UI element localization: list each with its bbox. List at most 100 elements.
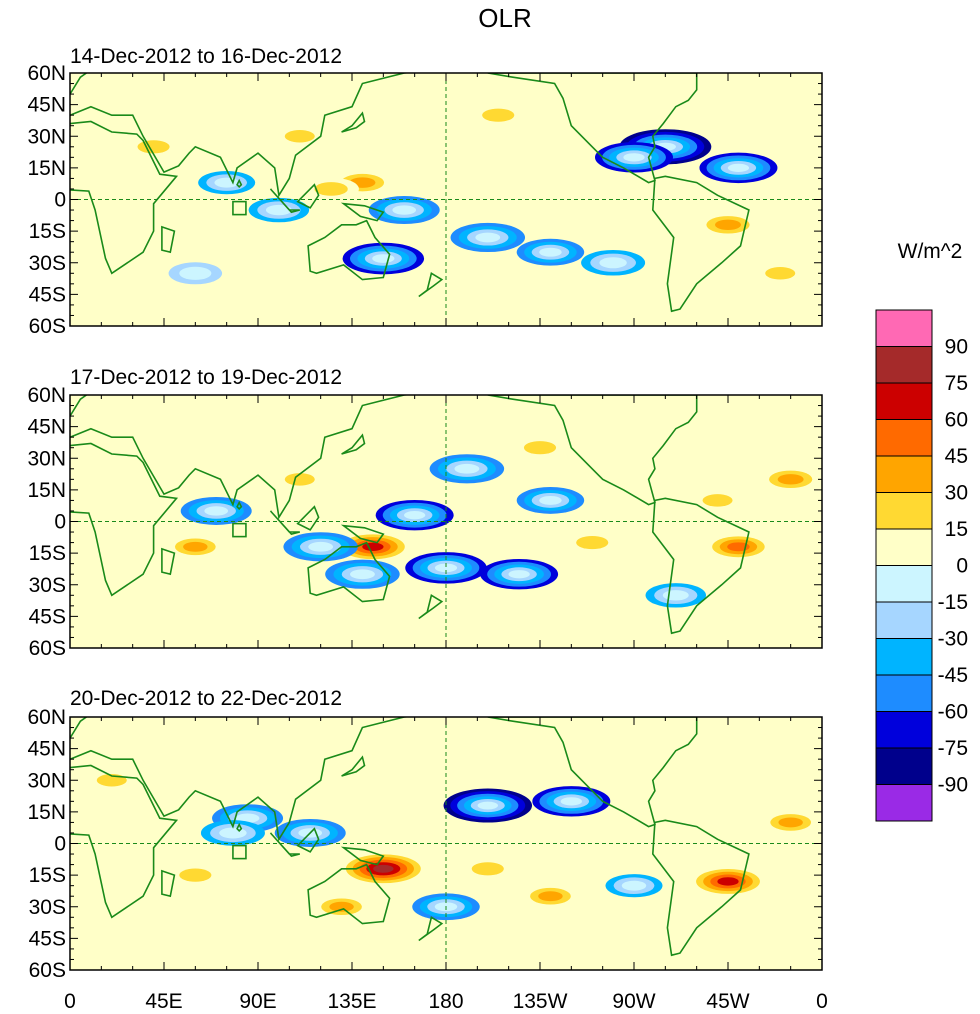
- anomaly-blob: [727, 163, 750, 173]
- coastline: [651, 175, 750, 313]
- panel-2-lat-label: 60N: [27, 384, 66, 407]
- anomaly-blob: [477, 801, 498, 810]
- panel-3-lat-label: 45S: [29, 927, 66, 950]
- anomaly-blob: [179, 266, 212, 280]
- anomaly-blob: [314, 182, 348, 196]
- colorbar-tick-label: -90: [938, 774, 968, 797]
- panel-1-coastlines: [70, 73, 750, 313]
- coastline: [651, 497, 750, 635]
- colorbar-swatch: [875, 674, 933, 712]
- anomaly-blob: [560, 797, 582, 806]
- colorbar-swatch: [875, 382, 933, 420]
- colorbar-swatch: [875, 528, 933, 566]
- panel-2-lat-label: 45N: [27, 416, 66, 439]
- panel-1-ticks: [69, 72, 823, 327]
- map-panel-1: 14-Dec-2012 to 16-Dec-2012 60N 45N 30N 15N 0…: [27, 45, 823, 338]
- panel-1-lat-label: 60N: [27, 62, 66, 85]
- coastline: [236, 178, 243, 189]
- coastline: [341, 433, 366, 455]
- coastline: [232, 200, 247, 216]
- coastline: [296, 827, 320, 853]
- map-panel-3: 20-Dec-2012 to 22-Dec-2012 60N 45N 30N 15N 0…: [27, 687, 823, 982]
- colorbar-tick-label: 75: [945, 372, 968, 395]
- anomaly-blob: [454, 463, 480, 474]
- longitude-axis-labels: 0 45E 90E 135E 180 135W 90W 45W 0: [64, 990, 828, 1013]
- anomaly-blob: [179, 868, 212, 882]
- colorbar-swatch: [875, 419, 933, 457]
- anomaly-blob: [523, 441, 557, 455]
- coastline: [70, 717, 413, 842]
- anomaly-blob: [350, 569, 375, 580]
- colorbar-tick-label: -45: [938, 664, 968, 687]
- anomaly-blob: [717, 877, 739, 886]
- coastline: [161, 547, 176, 576]
- lon-label-135w: 135W: [513, 990, 568, 1013]
- panel-2-ticks: [69, 394, 823, 649]
- panel-2-date-label: 17-Dec-2012 to 19-Dec-2012: [70, 366, 342, 389]
- coastline: [236, 822, 243, 833]
- figure-title: OLR: [478, 3, 531, 33]
- panel-1-lat-label: 30N: [27, 125, 66, 148]
- anomaly-blob: [219, 827, 247, 839]
- panel-2-coastlines: [70, 395, 750, 635]
- panel-1-lat-label: 45N: [27, 94, 66, 117]
- anomaly-blob: [329, 901, 354, 912]
- colorbar-unit: W/m^2: [898, 240, 963, 263]
- panel-3-lat-label: 30N: [27, 769, 66, 792]
- panel-3-lat-label: 15N: [27, 801, 66, 824]
- colorbar-swatch: [875, 565, 933, 603]
- panel-2-lat-label: 30S: [29, 574, 66, 597]
- lon-label-0-end: 0: [816, 990, 828, 1013]
- colorbar-swatch: [875, 346, 933, 384]
- lon-label-45w: 45W: [706, 990, 749, 1013]
- anomaly-blob: [777, 474, 804, 485]
- coastline: [269, 188, 301, 214]
- colorbar-tick-label: 15: [945, 518, 968, 541]
- panel-1-lat-label: 30S: [29, 252, 66, 275]
- coastline: [70, 442, 179, 597]
- lon-label-0: 0: [64, 990, 76, 1013]
- anomaly-blob: [702, 494, 733, 507]
- panel-2-lat-label: 60S: [29, 637, 66, 660]
- panel-3-lat-label: 0: [54, 833, 66, 856]
- colorbar-tick-label: 90: [945, 336, 968, 359]
- panel-3-lat-label: 15S: [29, 864, 66, 887]
- panel-3-date-label: 20-Dec-2012 to 22-Dec-2012: [70, 687, 342, 710]
- coastline: [341, 111, 366, 133]
- colorbar-tick-label: 0: [956, 555, 968, 578]
- panel-3-lat-label: 60N: [27, 706, 66, 729]
- panel-1-lat-label: 15S: [29, 220, 66, 243]
- anomaly-blob: [482, 108, 515, 122]
- colorbar-tick-label: -30: [938, 628, 968, 651]
- colorbar-tick-label: 45: [945, 445, 968, 468]
- panel-1-date-label: 14-Dec-2012 to 16-Dec-2012: [70, 45, 342, 68]
- coastline: [161, 869, 176, 898]
- panel-2-lat-label: 15S: [29, 542, 66, 565]
- panel-2-lat-label: 45S: [29, 605, 66, 628]
- anomaly-blob: [576, 535, 609, 550]
- coastline: [418, 916, 444, 942]
- anomaly-blob: [538, 891, 563, 902]
- colorbar-swatch: [875, 492, 933, 530]
- panel-2-lat-label: 15N: [27, 479, 66, 502]
- anomaly-blob: [727, 542, 750, 552]
- coastline: [418, 594, 444, 620]
- anomaly-blob: [404, 511, 426, 520]
- anomaly-blob: [265, 204, 292, 216]
- anomaly-blob: [137, 140, 170, 154]
- colorbar-tick-label: -60: [938, 701, 968, 724]
- coastline: [340, 846, 385, 866]
- anomaly-blob: [475, 232, 501, 243]
- coastline: [296, 183, 320, 209]
- anomaly-blob: [373, 864, 394, 873]
- panel-1-anomaly-field: [126, 104, 806, 285]
- coastline: [70, 395, 413, 520]
- anomaly-blob: [765, 267, 796, 280]
- coastline: [307, 863, 391, 925]
- panel-2-lat-label: 30N: [27, 447, 66, 470]
- coastline: [340, 202, 385, 222]
- anomaly-blob: [183, 541, 208, 552]
- coastline: [232, 522, 247, 538]
- anomaly-blob: [235, 813, 260, 823]
